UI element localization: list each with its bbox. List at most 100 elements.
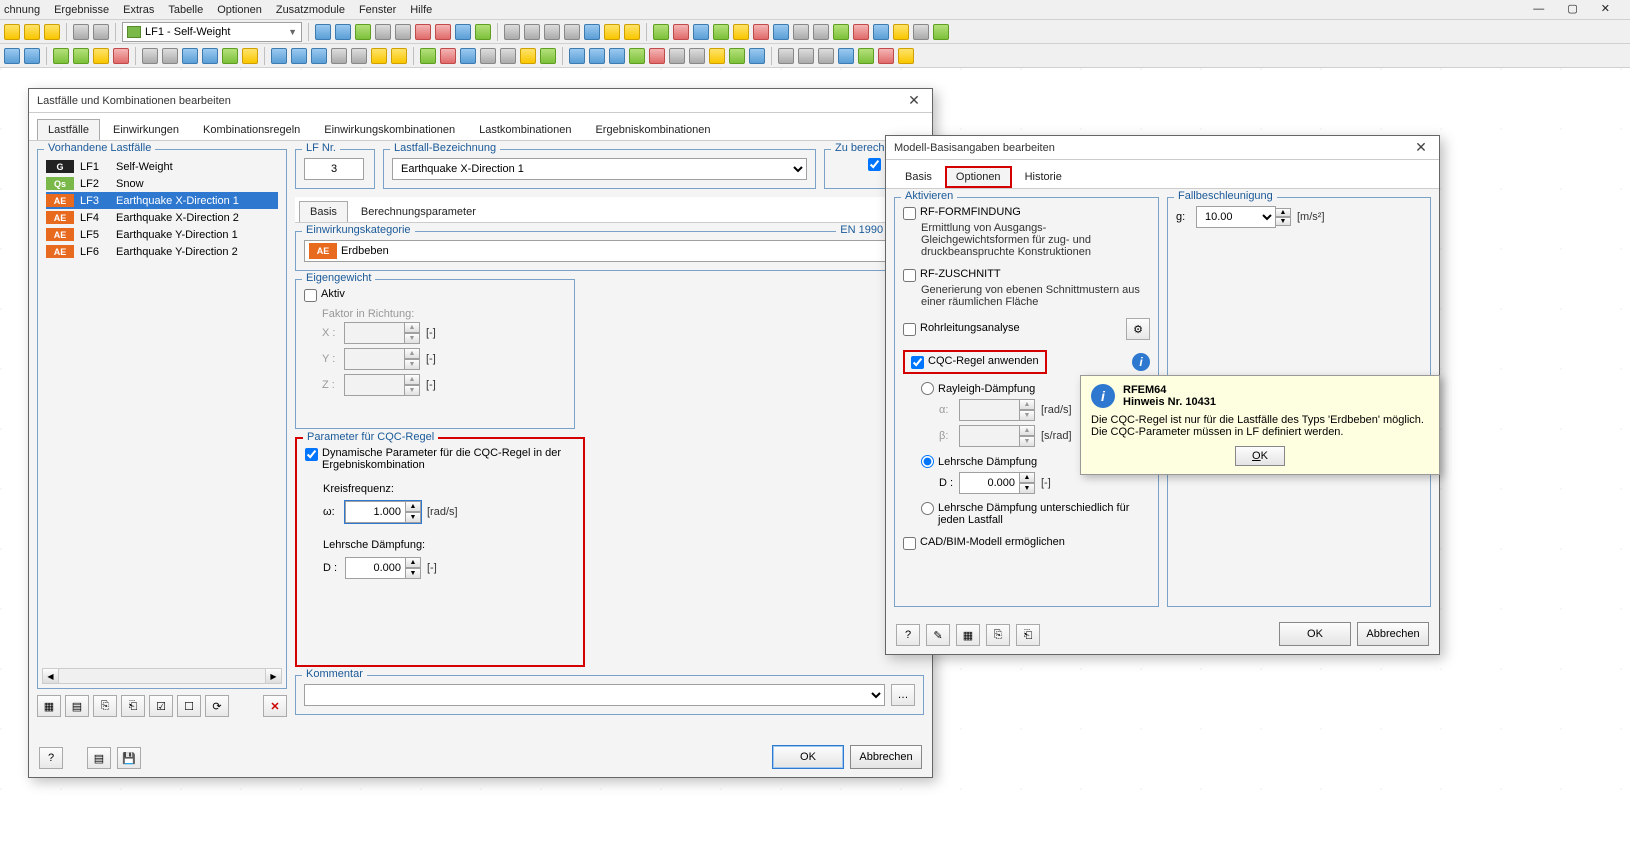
toolbar-icon[interactable] (335, 24, 351, 40)
d-input[interactable] (959, 472, 1019, 494)
toolbar-icon[interactable] (564, 24, 580, 40)
toolbar-icon[interactable] (818, 48, 834, 64)
toolbar-icon[interactable] (311, 48, 327, 64)
close-icon[interactable]: ✕ (904, 92, 924, 109)
help-button[interactable]: ? (39, 747, 63, 769)
zuberechnen-checkbox[interactable] (868, 158, 881, 171)
toolbar-icon[interactable] (649, 48, 665, 64)
toolbar-icon[interactable] (73, 24, 89, 40)
toolbar-icon[interactable] (371, 48, 387, 64)
toolbar-icon[interactable] (375, 24, 391, 40)
toolbar-icon[interactable] (753, 24, 769, 40)
toolbar-icon[interactable] (933, 24, 949, 40)
toolbar-icon[interactable] (709, 48, 725, 64)
toolbar-icon[interactable] (480, 48, 496, 64)
toolbar-icon[interactable] (44, 24, 60, 40)
toolbar-icon[interactable] (733, 24, 749, 40)
menu-item[interactable]: Tabelle (168, 4, 203, 16)
toolbar-icon[interactable] (24, 24, 40, 40)
d-input[interactable] (345, 557, 405, 579)
tab-optionen[interactable]: Optionen (945, 166, 1012, 188)
toolbar-icon[interactable] (162, 48, 178, 64)
loadcase-row[interactable]: AELF5Earthquake Y-Direction 1 (46, 226, 278, 243)
toolbar-icon[interactable] (202, 48, 218, 64)
loadcase-row[interactable]: AELF4Earthquake X-Direction 2 (46, 209, 278, 226)
toolbar-icon[interactable] (689, 48, 705, 64)
toolbar-icon[interactable] (475, 24, 491, 40)
aktiv-checkbox[interactable] (304, 289, 317, 302)
toolbar-icon[interactable] (435, 24, 451, 40)
cancel-button[interactable]: Abbrechen (1357, 622, 1429, 646)
cad-checkbox[interactable] (903, 537, 916, 550)
toolbar-icon[interactable] (893, 24, 909, 40)
loadcase-row[interactable]: AELF3Earthquake X-Direction 1 (46, 192, 278, 209)
tab-historie[interactable]: Historie (1014, 166, 1073, 188)
subtab-berechparam[interactable]: Berechnungsparameter (350, 201, 487, 222)
rohr-settings-button[interactable]: ⚙ (1126, 318, 1150, 340)
toolbar-icon[interactable] (673, 24, 689, 40)
toolbar-icon[interactable] (813, 24, 829, 40)
toolbar-icon[interactable] (291, 48, 307, 64)
toolbar-icon[interactable] (669, 48, 685, 64)
lehr2-radio[interactable] (921, 502, 934, 515)
toolbar-icon[interactable] (778, 48, 794, 64)
info-ok-button[interactable]: OK (1235, 446, 1285, 466)
kommentar-button[interactable]: … (891, 684, 915, 706)
hscrollbar[interactable]: ◀▶ (42, 668, 282, 684)
restore-icon[interactable]: ▢ (1567, 3, 1577, 15)
list-button[interactable]: ⎘ (93, 695, 117, 717)
tab-kombregeln[interactable]: Kombinationsregeln (192, 119, 311, 140)
toolbar-icon[interactable] (773, 24, 789, 40)
toolbar-icon[interactable] (315, 24, 331, 40)
toolbar-icon[interactable] (4, 48, 20, 64)
ok-button[interactable]: OK (772, 745, 844, 769)
toolbar-icon[interactable] (504, 24, 520, 40)
lehr-radio[interactable] (921, 455, 934, 468)
close-icon[interactable]: ✕ (1411, 139, 1431, 156)
toolbar-icon[interactable] (540, 48, 556, 64)
toolbar-icon[interactable] (624, 24, 640, 40)
dialog-titlebar[interactable]: Lastfälle und Kombinationen bearbeiten ✕ (29, 89, 932, 113)
toolbar-icon[interactable] (653, 24, 669, 40)
tab-ergkomb[interactable]: Ergebniskombinationen (584, 119, 721, 140)
toolbar-icon[interactable] (693, 24, 709, 40)
omega-input[interactable] (345, 501, 405, 523)
toolbar-icon[interactable] (749, 48, 765, 64)
toolbar-icon[interactable] (391, 48, 407, 64)
tool-button[interactable]: ▦ (956, 624, 980, 646)
menu-item[interactable]: Ergebnisse (54, 4, 109, 16)
tool-button[interactable]: ⎘ (986, 624, 1010, 646)
tab-lastfaelle[interactable]: Lastfälle (37, 119, 100, 140)
toolbar-icon[interactable] (524, 24, 540, 40)
toolbar-icon[interactable] (142, 48, 158, 64)
kommentar-select[interactable] (304, 684, 885, 706)
loadcase-combo[interactable]: LF1 - Self-Weight ▼ (122, 22, 302, 42)
toolbar-icon[interactable] (853, 24, 869, 40)
minimize-icon[interactable]: — (1533, 3, 1544, 15)
toolbar-icon[interactable] (415, 24, 431, 40)
loadcase-row[interactable]: GLF1Self-Weight (46, 158, 278, 175)
toolbar-icon[interactable] (729, 48, 745, 64)
toolbar-icon[interactable] (858, 48, 874, 64)
menu-item[interactable]: Fenster (359, 4, 396, 16)
tool-button[interactable]: 💾 (117, 747, 141, 769)
list-button[interactable]: ▦ (37, 695, 61, 717)
help-button[interactable]: ? (896, 624, 920, 646)
menu-item[interactable]: Zusatzmodule (276, 4, 345, 16)
menu-item[interactable]: Extras (123, 4, 154, 16)
toolbar-icon[interactable] (604, 24, 620, 40)
menu-item[interactable]: Optionen (217, 4, 262, 16)
list-button[interactable]: ⟳ (205, 695, 229, 717)
toolbar-icon[interactable] (793, 24, 809, 40)
g-select[interactable]: 10.00 (1196, 206, 1276, 228)
rayleigh-radio[interactable] (921, 382, 934, 395)
toolbar-icon[interactable] (420, 48, 436, 64)
subtab-basis[interactable]: Basis (299, 201, 348, 222)
rf-zu-checkbox[interactable] (903, 269, 916, 282)
tool-button[interactable]: ✎ (926, 624, 950, 646)
toolbar-icon[interactable] (569, 48, 585, 64)
toolbar-icon[interactable] (113, 48, 129, 64)
rf-form-checkbox[interactable] (903, 207, 916, 220)
tab-einwirkungen[interactable]: Einwirkungen (102, 119, 190, 140)
tab-lastkomb[interactable]: Lastkombinationen (468, 119, 582, 140)
